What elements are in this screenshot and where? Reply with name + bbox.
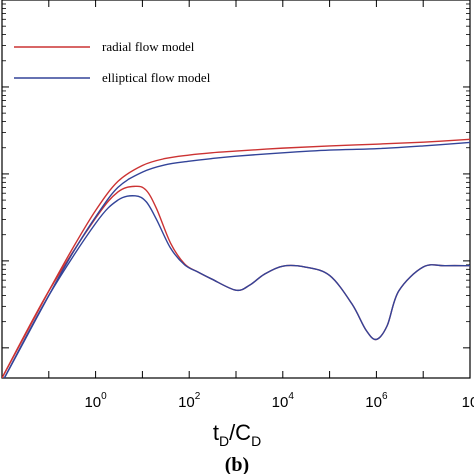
legend-label: elliptical flow model xyxy=(102,70,211,85)
series-line-derivative xyxy=(2,185,470,378)
x-tick-label: 106 xyxy=(365,391,388,411)
x-axis-label: tD/CD xyxy=(213,420,261,449)
legend-label: radial flow model xyxy=(102,39,195,54)
x-tick-label: 104 xyxy=(272,391,295,411)
curves xyxy=(2,138,470,378)
series-line-derivative xyxy=(3,195,470,378)
plot-border xyxy=(1,0,471,379)
plot-frame xyxy=(1,0,471,379)
x-tick-label: 10 xyxy=(462,394,474,411)
legend: radial flow model elliptical flow model xyxy=(14,39,211,85)
series-line-pressure xyxy=(2,138,470,378)
x-tick-labels: 100 102 104 106 10 xyxy=(84,391,474,411)
x-tick-label: 100 xyxy=(84,391,107,411)
x-tick-label: 102 xyxy=(178,391,201,411)
figure-caption: (b) xyxy=(225,454,249,474)
series-line-pressure xyxy=(3,141,470,378)
